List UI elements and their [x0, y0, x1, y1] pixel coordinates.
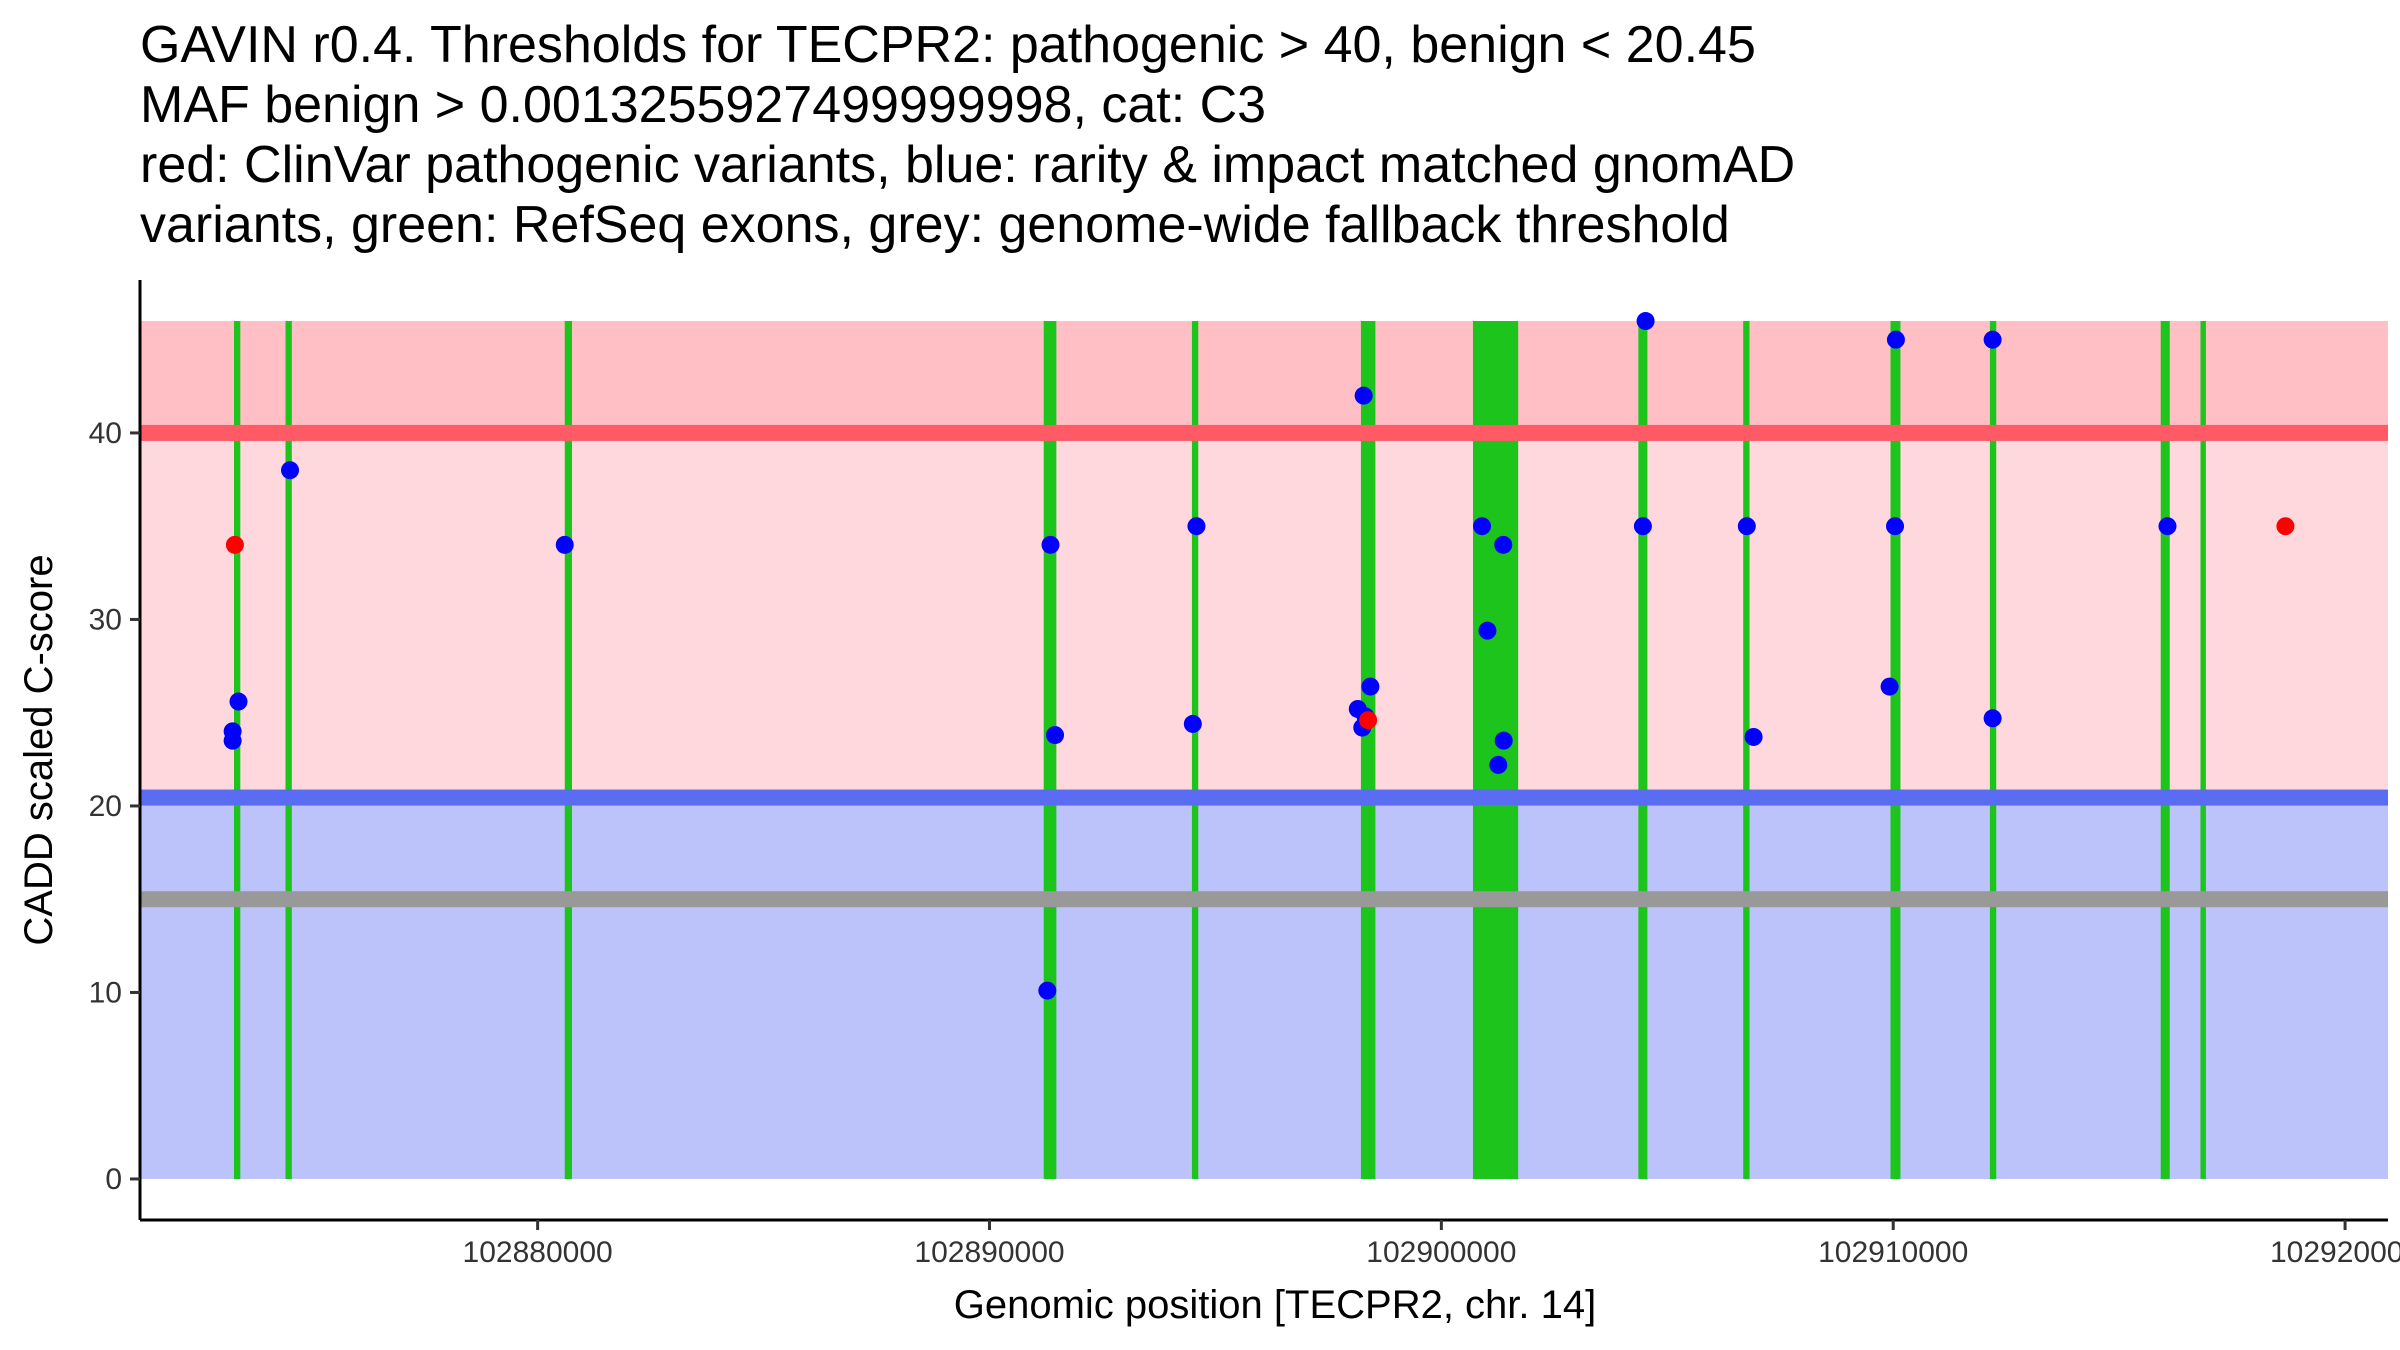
- x-axis-title: Genomic position [TECPR2, chr. 14]: [954, 1283, 1597, 1327]
- y-axis-title: CADD scaled C-score: [17, 554, 61, 945]
- gnomad-point-6: [1038, 981, 1057, 1000]
- gnomad-point-14: [1361, 677, 1380, 696]
- exon-bar-6: [1472, 321, 1519, 1179]
- fallback-threshold-line: [140, 891, 2388, 908]
- gnomad-point-5: [1041, 535, 1060, 554]
- gnomad-point-16: [1494, 535, 1513, 554]
- gnomad-point-2: [229, 692, 248, 711]
- exon-bar-4: [1191, 321, 1199, 1179]
- x-tick-label-2: 102900000: [1366, 1236, 1516, 1269]
- x-tick-label-1: 102890000: [914, 1236, 1064, 1269]
- y-tick-label-1: 10: [89, 976, 122, 1009]
- y-tick-label-0: 0: [105, 1163, 122, 1196]
- exon-bar-1: [285, 321, 292, 1179]
- gnomad-point-10: [1354, 386, 1373, 405]
- title-line-3: red: ClinVar pathogenic variants, blue: …: [140, 136, 1795, 194]
- exon-bar-12: [2200, 321, 2206, 1179]
- gnomad-point-26: [1880, 677, 1899, 696]
- gnomad-point-8: [1187, 517, 1206, 536]
- exon-bar-11: [2160, 321, 2170, 1179]
- variant-points: [223, 312, 2295, 1000]
- gnomad-point-21: [1633, 517, 1652, 536]
- exon-bar-9: [1890, 321, 1901, 1179]
- gnomad-point-27: [1983, 330, 2002, 349]
- gnomad-point-1: [223, 731, 242, 750]
- gnomad-point-20: [1636, 312, 1655, 331]
- exon-bar-0: [233, 321, 241, 1179]
- exon-bar-10: [1989, 321, 1997, 1179]
- exon-bar-2: [564, 321, 572, 1179]
- chart-title: GAVIN r0.4. Thresholds for TECPR2: patho…: [140, 16, 1795, 254]
- benign-band: [140, 797, 2388, 1179]
- y-tick-label-3: 30: [89, 603, 122, 636]
- gnomad-point-3: [281, 461, 300, 480]
- exon-bar-5: [1360, 321, 1376, 1179]
- threshold-bands: [140, 321, 2388, 1179]
- y-tick-label-2: 20: [89, 790, 122, 823]
- title-line-1: GAVIN r0.4. Thresholds for TECPR2: patho…: [140, 16, 1756, 74]
- gnomad-point-28: [1983, 709, 2002, 728]
- clinvar-point-2: [2276, 517, 2295, 536]
- x-tick-label-3: 102910000: [1818, 1236, 1968, 1269]
- exon-bars: [233, 321, 2206, 1179]
- pathogenic-upper-band: [140, 321, 2388, 433]
- x-tick-label-4: 102920000: [2270, 1236, 2400, 1269]
- gnomad-point-23: [1744, 727, 1763, 746]
- title-line-2: MAF benign > 0.0013255927499999998, cat:…: [140, 76, 1266, 134]
- clinvar-point-0: [225, 535, 244, 554]
- gnomad-point-22: [1737, 517, 1756, 536]
- gnomad-point-24: [1886, 330, 1905, 349]
- gnomad-point-15: [1473, 517, 1492, 536]
- exon-bar-8: [1743, 321, 1750, 1179]
- clinvar-point-1: [1359, 711, 1378, 730]
- exon-bar-7: [1638, 321, 1648, 1179]
- gnomad-point-9: [1183, 714, 1202, 733]
- gnomad-point-4: [555, 535, 574, 554]
- gnomad-point-19: [1489, 755, 1508, 774]
- gnomad-point-25: [1886, 517, 1905, 536]
- gnomad-point-29: [2158, 517, 2177, 536]
- x-tick-label-0: 102880000: [463, 1236, 613, 1269]
- threshold-lines: [140, 424, 2388, 908]
- intermediate-band: [140, 432, 2388, 798]
- gnomad-point-18: [1494, 731, 1513, 750]
- benign-threshold-line: [140, 789, 2388, 806]
- pathogenic-threshold-line: [140, 424, 2388, 441]
- exon-bar-3: [1043, 321, 1057, 1179]
- axes: 0 10 20 30 40 102880000 102890000 102900000 1029…: [89, 280, 2400, 1269]
- y-tick-label-4: 40: [89, 417, 122, 450]
- gnomad-point-7: [1046, 726, 1065, 745]
- title-line-4: variants, green: RefSeq exons, grey: gen…: [140, 196, 1730, 254]
- gnomad-point-17: [1478, 621, 1497, 640]
